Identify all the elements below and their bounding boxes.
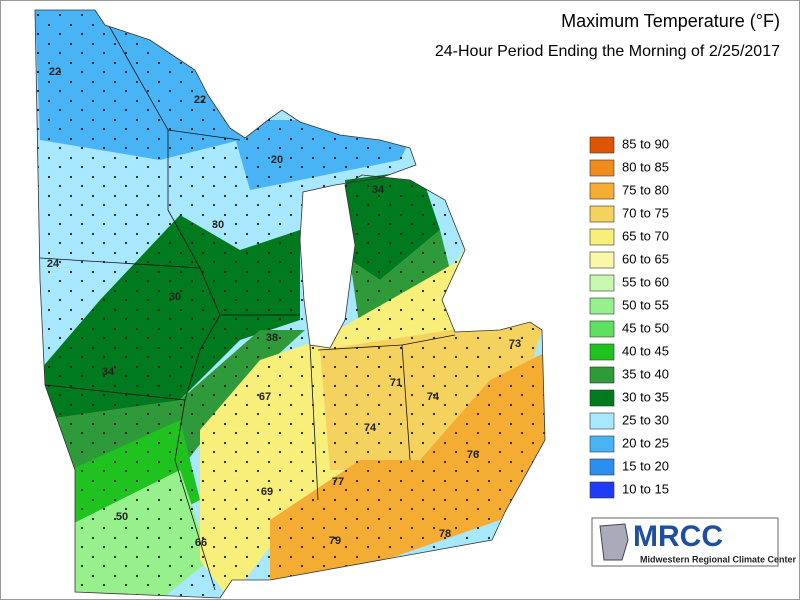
legend-label: 75 to 80 xyxy=(622,182,669,197)
map-label: 78 xyxy=(439,528,451,540)
legend-swatch xyxy=(589,435,615,453)
legend-label: 80 to 85 xyxy=(622,159,669,174)
legend: 85 to 90 80 to 85 75 to 80 70 to 75 65 to 70… xyxy=(589,136,669,499)
map-label: 69 xyxy=(261,486,273,498)
legend-label: 40 to 45 xyxy=(622,343,669,358)
legend-swatch xyxy=(589,228,615,246)
map-label: 38 xyxy=(266,332,278,344)
legend-label: 50 to 55 xyxy=(622,297,669,312)
legend-label: 25 to 30 xyxy=(622,412,669,427)
logo: MRCC Midwestern Regional Climate Center xyxy=(591,517,797,567)
title: Maximum Temperature (°F) xyxy=(561,11,780,31)
legend-swatch xyxy=(589,481,615,499)
map-labels: 22 22 20 34 30 24 30 38 34 73 71 74 67 74 76 77 69 50 79 78… xyxy=(47,66,521,549)
logo-name: MRCC xyxy=(633,520,723,553)
map-label: 30 xyxy=(169,291,181,303)
legend-label: 65 to 70 xyxy=(622,228,669,243)
logo-icon xyxy=(599,523,629,561)
map-label: 20 xyxy=(271,154,283,166)
map-label: 77 xyxy=(332,476,344,488)
map-label: 73 xyxy=(509,338,521,350)
legend-swatch xyxy=(589,159,615,177)
legend-label: 55 to 60 xyxy=(622,274,669,289)
subtitle: 24-Hour Period Ending the Morning of 2/2… xyxy=(435,43,780,60)
map-label: 34 xyxy=(102,366,115,378)
legend-label: 85 to 90 xyxy=(622,136,669,151)
legend-swatch xyxy=(589,297,615,315)
legend-swatch xyxy=(589,320,615,338)
map-label: 30 xyxy=(212,219,224,231)
map-label: 24 xyxy=(47,258,60,270)
map-label: 67 xyxy=(259,391,271,403)
legend-label: 70 to 75 xyxy=(622,205,669,220)
legend-swatch xyxy=(589,205,615,223)
legend-swatch xyxy=(589,274,615,292)
map-label: 50 xyxy=(116,511,128,523)
legend-swatch xyxy=(589,136,615,154)
map-label: 76 xyxy=(467,449,479,461)
legend-label: 45 to 50 xyxy=(622,320,669,335)
legend-swatch xyxy=(589,366,615,384)
legend-swatch xyxy=(589,389,615,407)
legend-swatch xyxy=(589,251,615,269)
legend-label: 10 to 15 xyxy=(622,481,669,496)
map-label: 74 xyxy=(364,422,377,434)
legend-swatch xyxy=(589,182,615,200)
map-label: 34 xyxy=(372,184,385,196)
legend-label: 60 to 65 xyxy=(622,251,669,266)
map-outline xyxy=(34,9,546,599)
legend-swatch xyxy=(589,458,615,476)
legend-label: 15 to 20 xyxy=(622,458,669,473)
legend-label: 20 to 25 xyxy=(622,435,669,450)
map-label: 22 xyxy=(194,94,206,106)
legend-label: 35 to 40 xyxy=(622,366,669,381)
map-label: 66 xyxy=(195,537,207,549)
legend-swatch xyxy=(589,412,615,430)
map-label: 74 xyxy=(427,391,440,403)
map-label: 79 xyxy=(329,535,341,547)
legend-swatch xyxy=(589,343,615,361)
logo-subtitle: Midwestern Regional Climate Center xyxy=(640,554,797,564)
map-label: 71 xyxy=(390,377,402,389)
map-label: 22 xyxy=(49,66,61,78)
legend-label: 30 to 35 xyxy=(622,389,669,404)
